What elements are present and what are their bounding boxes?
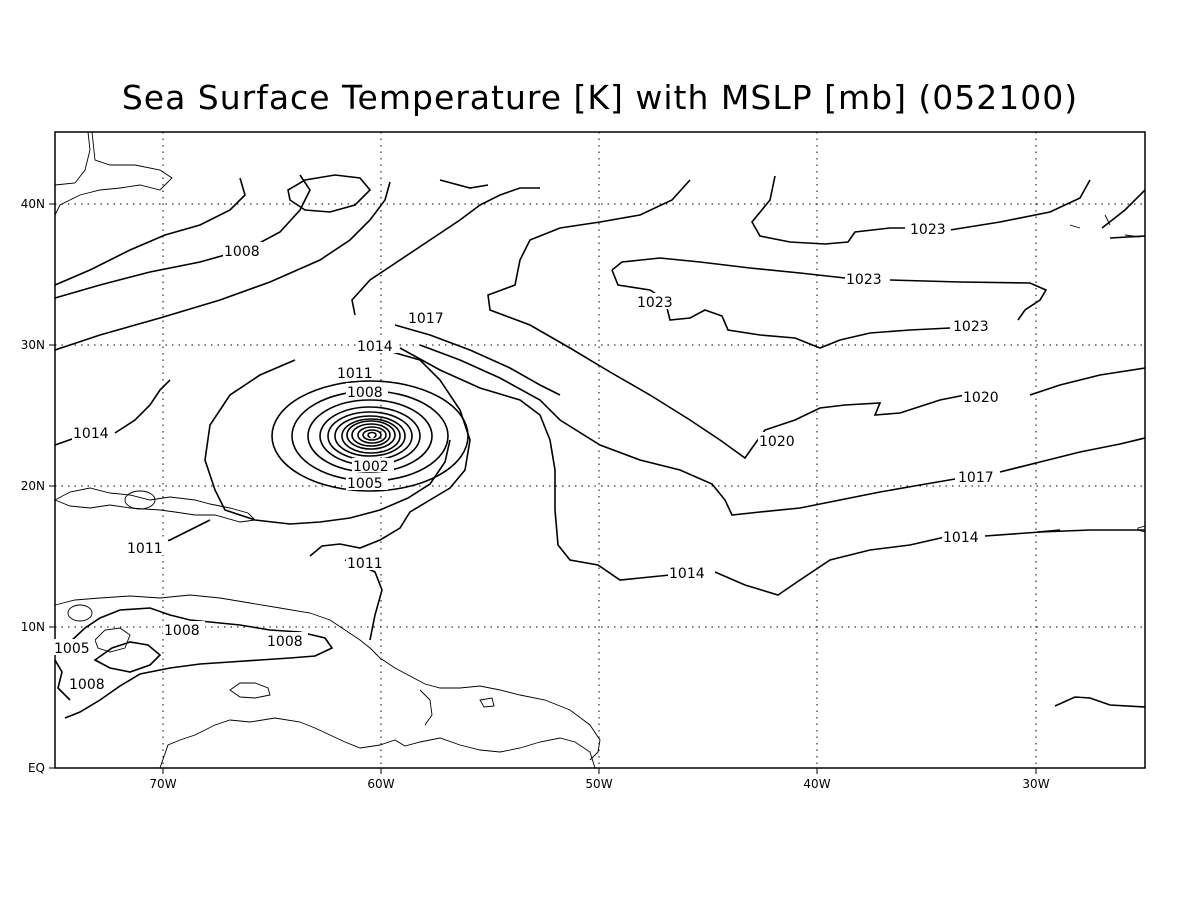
- contour-label: 1002: [353, 459, 389, 475]
- contour-label: 1020: [963, 390, 999, 406]
- x-tick-label: 70W: [149, 777, 176, 791]
- x-tick-label: 60W: [367, 777, 394, 791]
- contour-label: 1005: [54, 641, 90, 657]
- contour-label: 1023: [910, 222, 946, 238]
- contour-label-bgs: [53, 220, 1004, 691]
- contour-label: 1020: [759, 434, 795, 450]
- contour-label: 1008: [69, 677, 105, 693]
- y-tick-label: 10N: [21, 620, 45, 634]
- contour-label: 1017: [408, 311, 444, 327]
- contour-label: 1008: [224, 244, 260, 260]
- y-tick-label: 20N: [21, 479, 45, 493]
- coastlines: [53, 131, 1146, 769]
- isobars: [54, 174, 1146, 719]
- contour-label: 1014: [943, 530, 979, 546]
- contour-label: 1017: [958, 470, 994, 486]
- contour-label: 1011: [337, 366, 373, 382]
- map-title: Sea Surface Temperature [K] with MSLP [m…: [121, 78, 1079, 117]
- contour-label: 1011: [127, 541, 163, 557]
- contour-label: 1023: [846, 272, 882, 288]
- x-tick-label: 50W: [585, 777, 612, 791]
- contour-label: 1005: [347, 476, 383, 492]
- contour-label: 1014: [73, 426, 109, 442]
- graticule: [55, 132, 1145, 768]
- y-tick-label: 30N: [21, 338, 45, 352]
- x-tick-label: 30W: [1022, 777, 1049, 791]
- x-tick-label: 40W: [803, 777, 830, 791]
- contour-label: 1014: [669, 566, 705, 582]
- contour-label: 1008: [267, 634, 303, 650]
- contour-label: 1011: [347, 556, 383, 572]
- contour-label: 1008: [164, 623, 200, 639]
- plot-frame: [54, 131, 1146, 769]
- y-tick-label: EQ: [28, 761, 45, 775]
- contour-labels: 1008 1017 1014 1011 1008 1005 1002 1014 …: [54, 222, 999, 693]
- contour-label: 1008: [347, 385, 383, 401]
- contour-label: 1014: [357, 339, 393, 355]
- tick-marks: [49, 203, 1037, 774]
- contour-label: 1023: [637, 295, 673, 311]
- y-tick-label: 40N: [21, 197, 45, 211]
- contour-label: 1023: [953, 319, 989, 335]
- contour-label-bg: [942, 528, 984, 544]
- storm-center-dot: [370, 434, 374, 438]
